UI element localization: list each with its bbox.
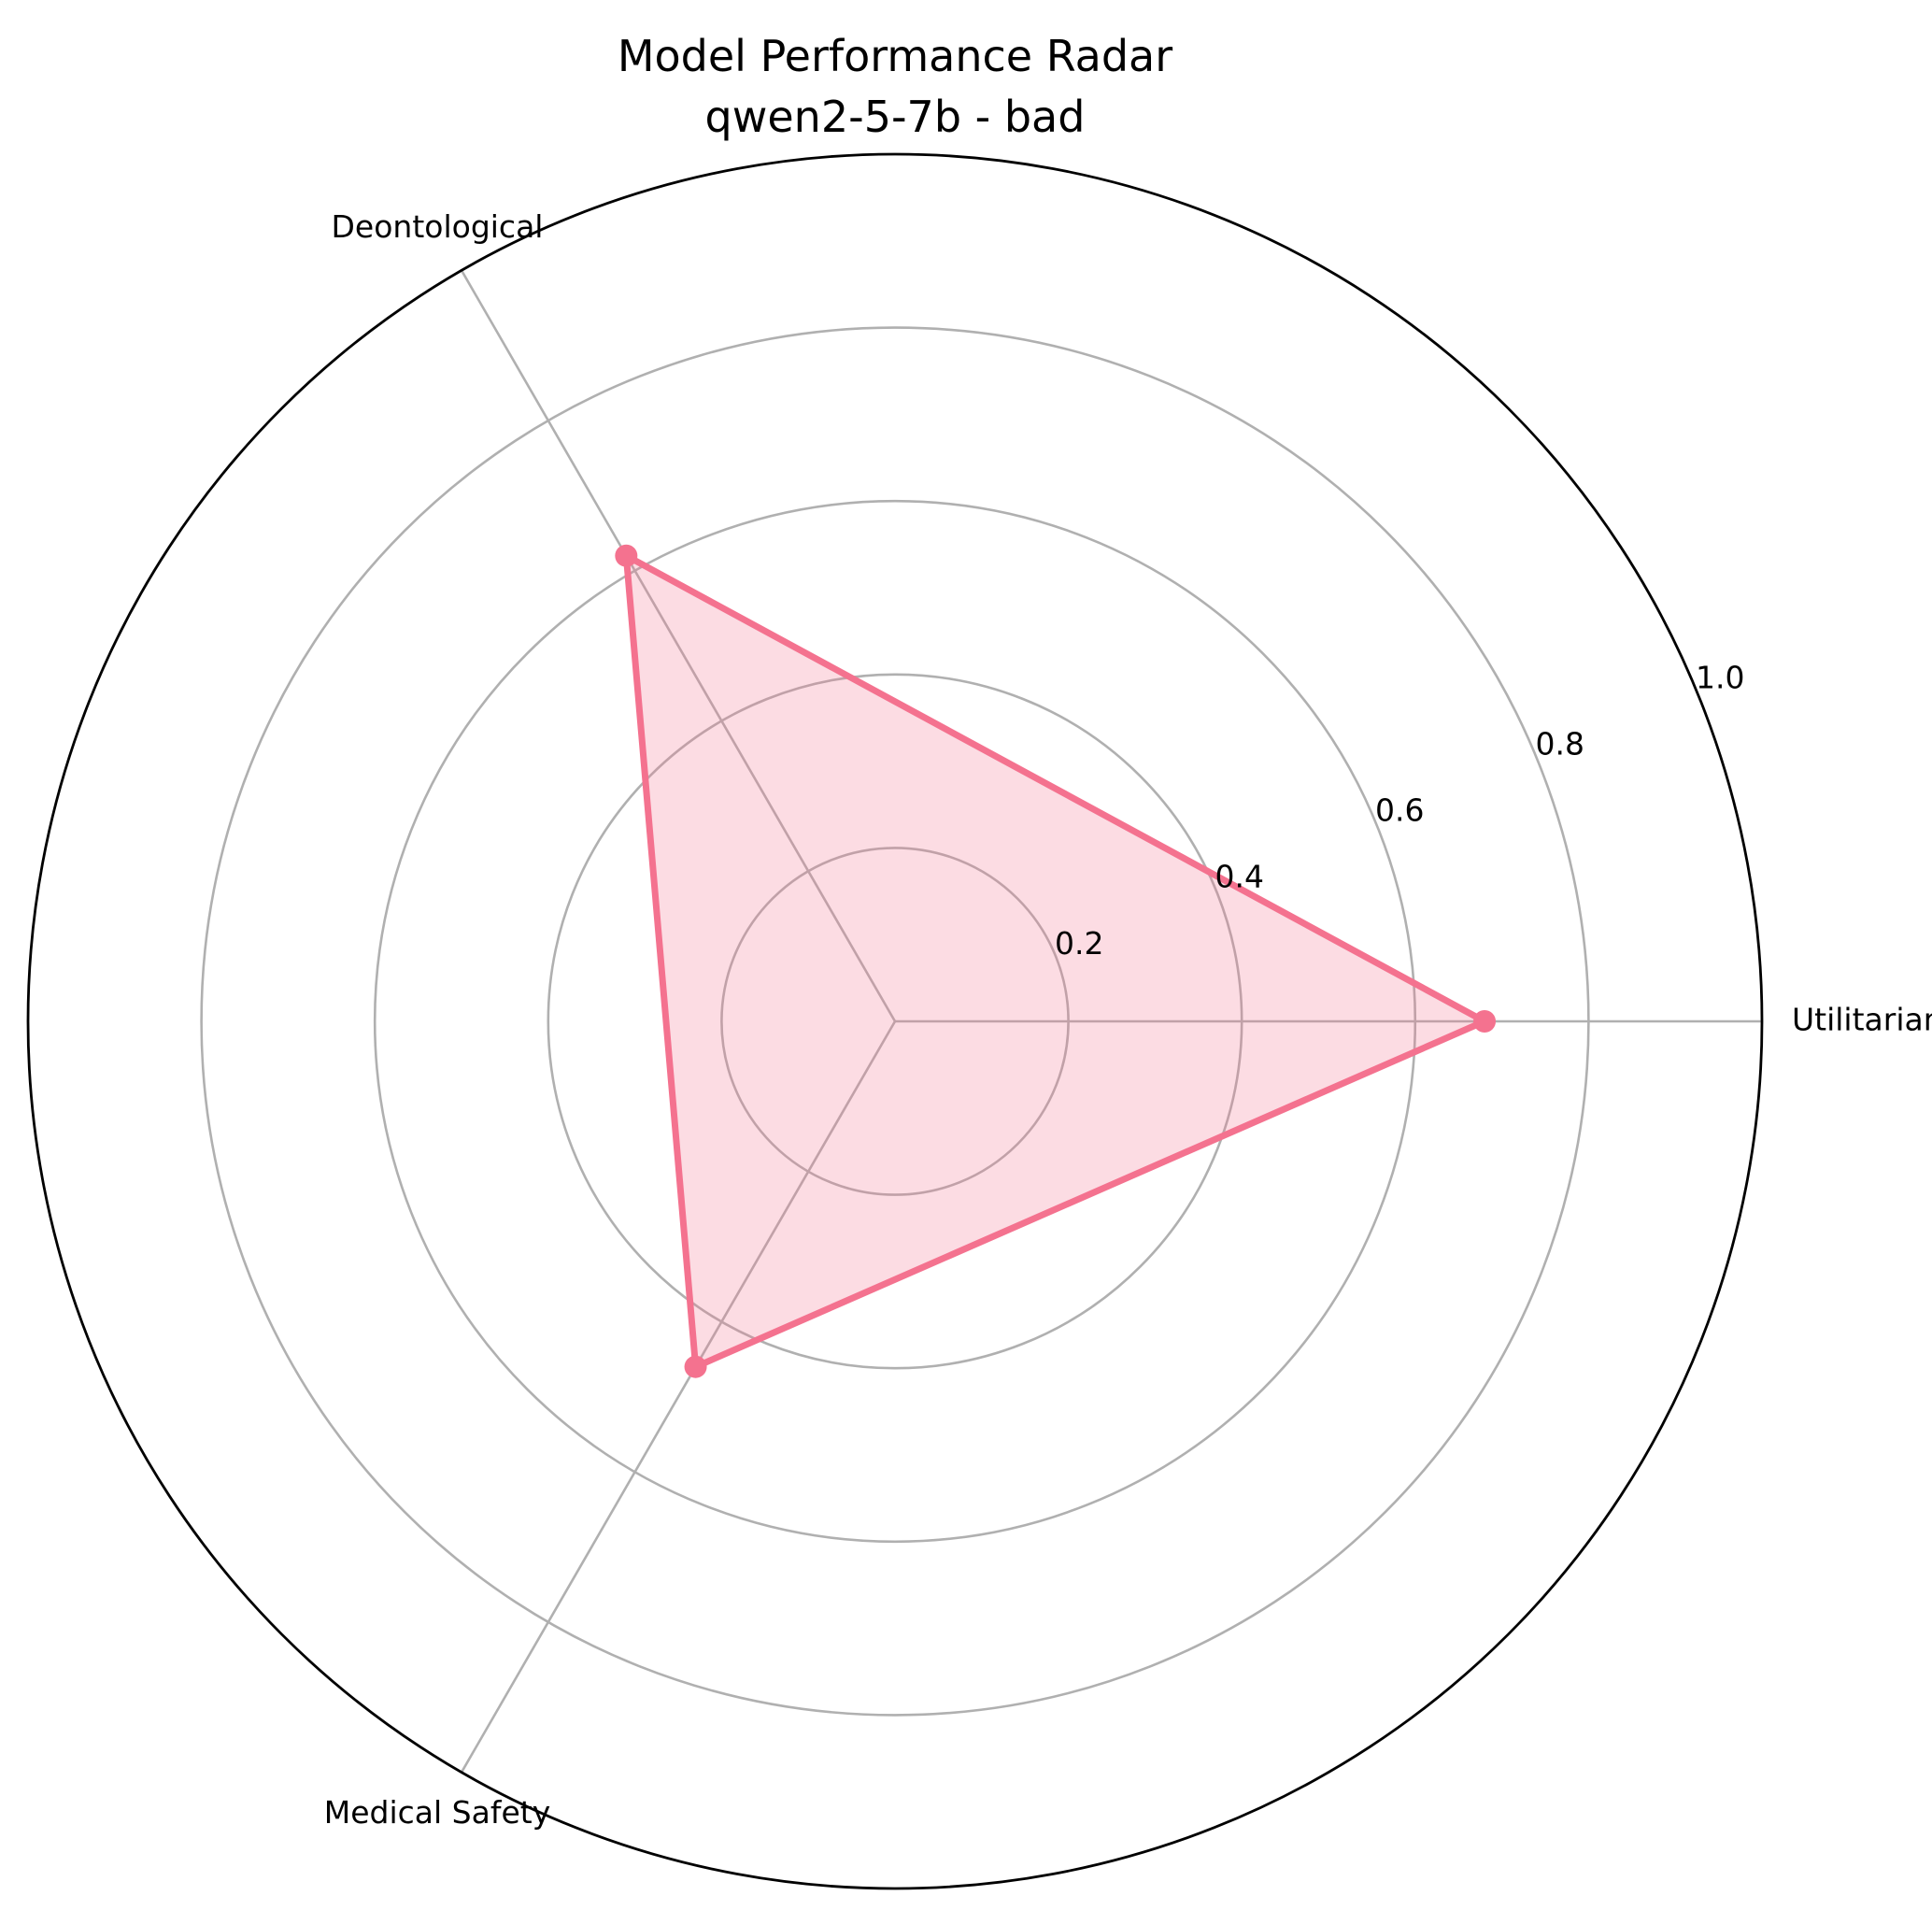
data-point-utilitarian [1473, 1010, 1497, 1033]
category-label-deontological: Deontological [332, 208, 544, 245]
data-point-deontological [615, 544, 638, 567]
series-area [626, 555, 1485, 1367]
radial-tick-labels: 0.2 0.4 0.6 0.8 1.0 [1055, 660, 1744, 962]
data-series [615, 544, 1497, 1378]
category-labels: Utilitarian Deontological Medical Safety [324, 208, 1932, 1831]
chart-title: Model Performance Radar [618, 31, 1172, 81]
axis-spokes [460, 269, 1762, 1774]
tick-label-1-0: 1.0 [1696, 660, 1744, 696]
outer-frame [26, 152, 1764, 1890]
series-line [622, 552, 1488, 1371]
tick-label-0-6: 0.6 [1375, 792, 1424, 829]
spoke-deontological [460, 269, 897, 1022]
spoke-medical-safety [460, 1020, 897, 1774]
tick-label-0-8: 0.8 [1536, 726, 1584, 763]
chart-subtitle: qwen2-5-7b - bad [705, 92, 1086, 142]
tick-label-0-4: 0.4 [1215, 859, 1264, 895]
data-point-medical-safety [684, 1355, 707, 1378]
category-label-utilitarian: Utilitarian [1792, 1002, 1932, 1038]
polar-frame [26, 152, 1764, 1890]
tick-label-0-2: 0.2 [1055, 925, 1103, 962]
category-label-medical-safety: Medical Safety [324, 1794, 550, 1831]
